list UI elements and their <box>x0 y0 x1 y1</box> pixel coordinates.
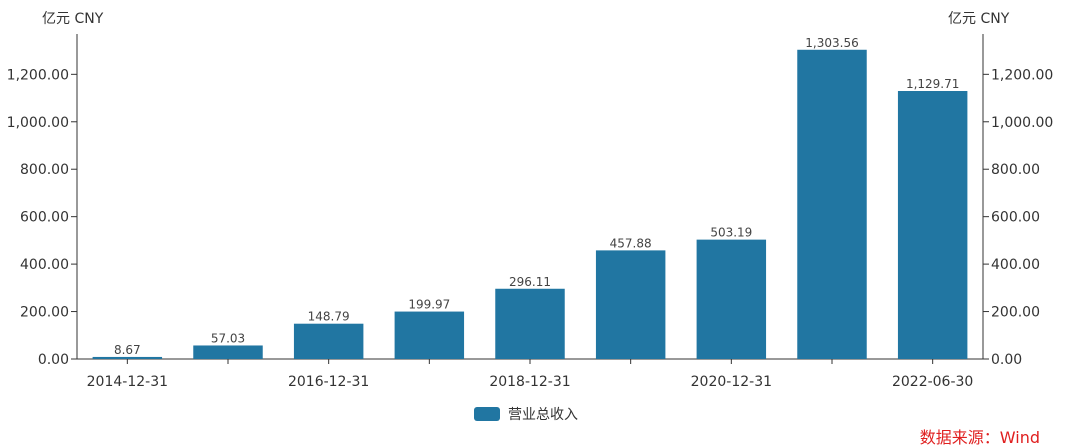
y-tick-label-left: 1,000.00 <box>7 115 69 131</box>
bar <box>394 311 465 359</box>
y-tick-label-right: 400.00 <box>991 257 1040 273</box>
x-tick-label: 2016-12-31 <box>288 374 369 390</box>
bar-value-label: 503.19 <box>710 226 752 240</box>
bar-value-label: 1,129.71 <box>906 77 959 91</box>
y-tick-label-left: 1,200.00 <box>7 67 69 83</box>
x-tick-label: 2014-12-31 <box>87 374 168 390</box>
x-tick-label: 2018-12-31 <box>489 374 570 390</box>
bar <box>696 239 767 359</box>
y-tick-label-right: 1,000.00 <box>991 115 1053 131</box>
legend-swatch <box>474 407 500 421</box>
bar-value-label: 8.67 <box>114 343 141 357</box>
bar <box>897 91 968 359</box>
bar-value-label: 199.97 <box>408 298 450 312</box>
data-source: 数据来源：Wind <box>919 428 1040 447</box>
bar <box>92 356 163 359</box>
legend-label: 营业总收入 <box>508 407 578 423</box>
y-tick-label-right: 800.00 <box>991 162 1040 178</box>
y-tick-label-left: 200.00 <box>20 305 69 321</box>
bar-value-label: 457.88 <box>610 236 652 250</box>
y-tick-label-right: 1,200.00 <box>991 67 1053 83</box>
y-tick-label-left: 0.00 <box>38 352 69 368</box>
bar <box>797 49 867 359</box>
y-tick-label-left: 600.00 <box>20 210 69 226</box>
y-tick-label-left: 400.00 <box>20 257 69 273</box>
right-axis-unit: 亿元 CNY <box>948 11 1010 27</box>
bar-value-label: 148.79 <box>308 310 350 324</box>
bar <box>293 323 364 359</box>
y-tick-label-left: 800.00 <box>20 162 69 178</box>
legend[interactable]: 营业总收入 <box>474 404 578 424</box>
y-tick-label-right: 0.00 <box>991 352 1022 368</box>
x-tick-label: 2022-06-30 <box>892 374 973 390</box>
bar-value-label: 296.11 <box>509 275 551 289</box>
bar <box>495 288 565 359</box>
y-tick-label-right: 600.00 <box>991 210 1040 226</box>
bar <box>193 345 263 359</box>
bar-value-label: 57.03 <box>211 331 245 345</box>
y-tick-label-right: 200.00 <box>991 305 1040 321</box>
x-tick-label: 2020-12-31 <box>691 374 772 390</box>
bar <box>595 250 666 359</box>
bar-value-label: 1,303.56 <box>805 36 858 50</box>
left-axis-unit: 亿元 CNY <box>42 11 104 27</box>
